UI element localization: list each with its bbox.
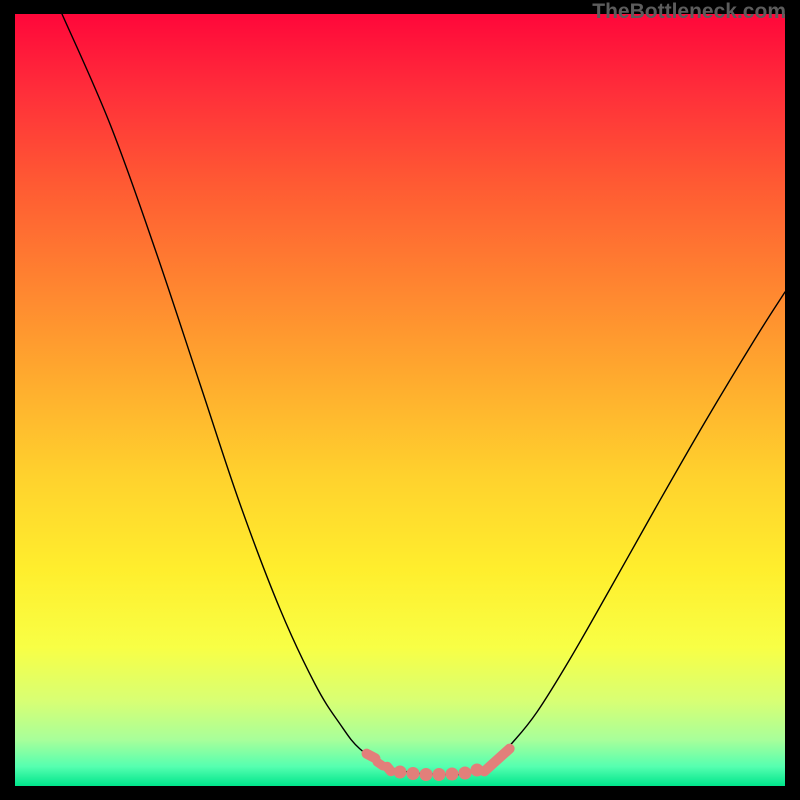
- marker-dot: [471, 764, 484, 777]
- plot-area: [15, 14, 785, 786]
- chart-stage: TheBottleneck.com: [0, 0, 800, 800]
- curve-layer: [15, 14, 785, 786]
- marker-dot: [394, 766, 407, 779]
- marker-dot: [433, 768, 446, 781]
- marker-dot: [407, 767, 420, 780]
- marker-capsule: [477, 742, 516, 779]
- marker-dot: [446, 768, 459, 781]
- marker-dot: [420, 768, 433, 781]
- marker-dot: [459, 767, 472, 780]
- bottleneck-curve: [62, 14, 785, 775]
- watermark-text: TheBottleneck.com: [592, 0, 786, 24]
